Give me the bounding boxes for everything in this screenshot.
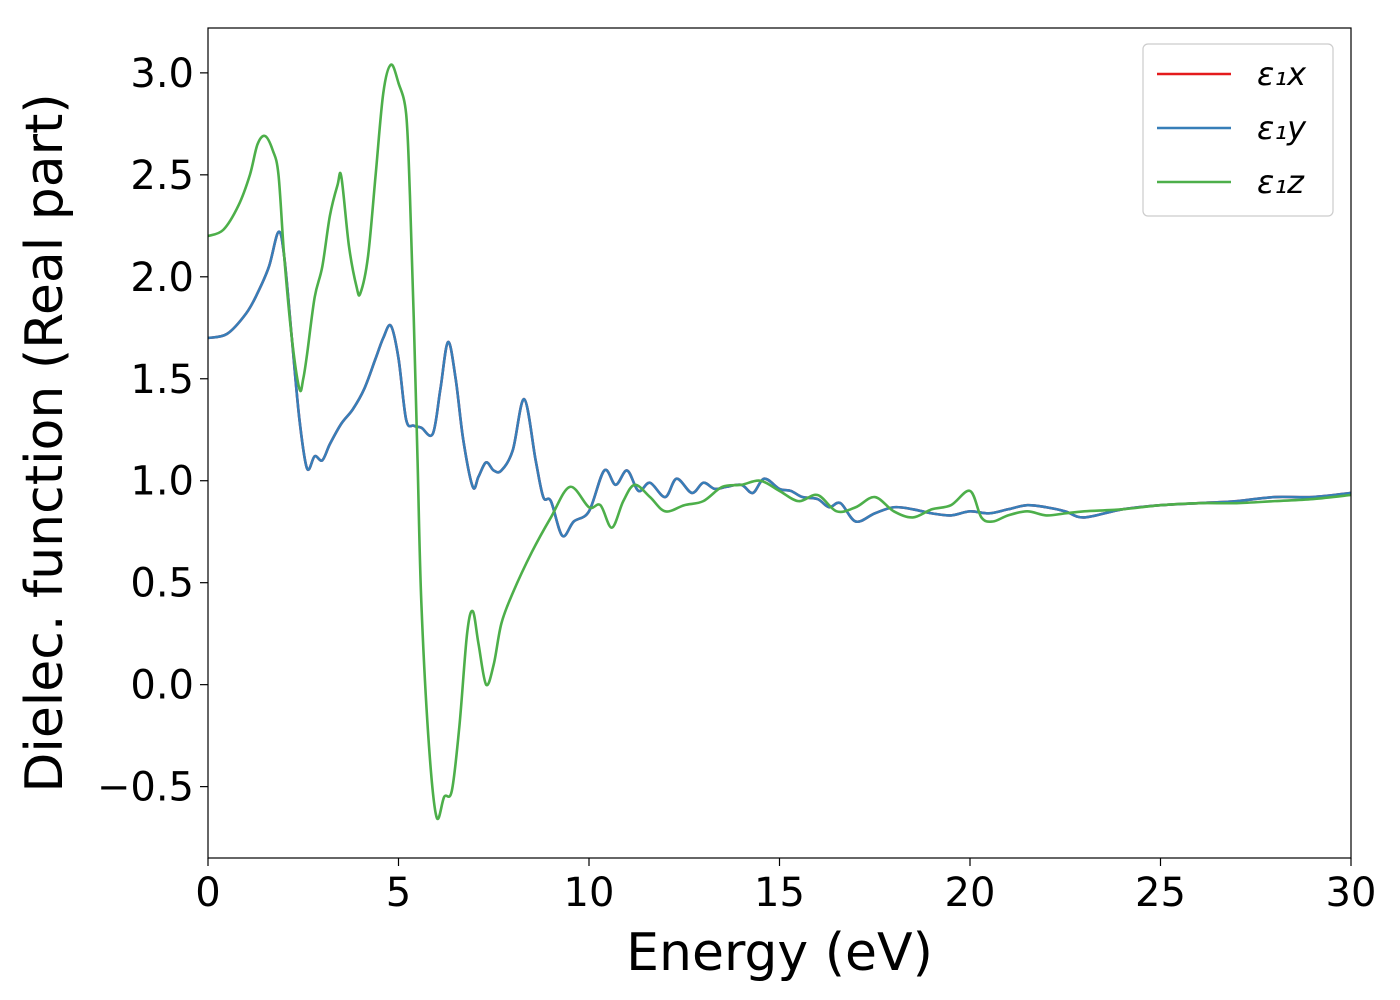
x-axis: 0 5 10 15 20 25 30 [195,858,1376,916]
y-tick-label: 1.5 [130,357,194,403]
legend-box [1142,43,1334,217]
y-tick-label: 2.0 [130,255,194,301]
y-axis: −0.5 0.0 0.5 1.0 1.5 2.0 2.5 3.0 [97,51,208,811]
legend-label-0: ε₁x [1257,55,1307,93]
y-tick-label: 2.5 [130,153,194,199]
y-tick-label: 3.0 [130,51,194,97]
y-axis-title: Dielec. function (Real part) [15,93,75,792]
legend-label-1: ε₁y [1257,109,1307,147]
x-tick-label: 15 [754,870,805,916]
x-tick-label: 0 [195,870,220,916]
series-line-1 [208,230,1351,538]
legend-label-2: ε₁z [1257,163,1305,201]
y-tick-label: 0.5 [130,561,194,607]
x-tick-label: 20 [945,870,996,916]
x-tick-label: 25 [1135,870,1186,916]
y-tick-label: 0.0 [130,663,194,709]
y-tick-label: 1.0 [130,459,194,505]
legend: ε₁x ε₁y ε₁z [1142,43,1334,217]
y-tick-label: −0.5 [97,765,194,811]
x-tick-label: 5 [386,870,411,916]
series-layer [208,63,1351,821]
series-line-2 [208,63,1351,821]
x-axis-title: Energy (eV) [626,923,933,983]
x-tick-label: 30 [1326,870,1377,916]
x-tick-label: 10 [564,870,615,916]
